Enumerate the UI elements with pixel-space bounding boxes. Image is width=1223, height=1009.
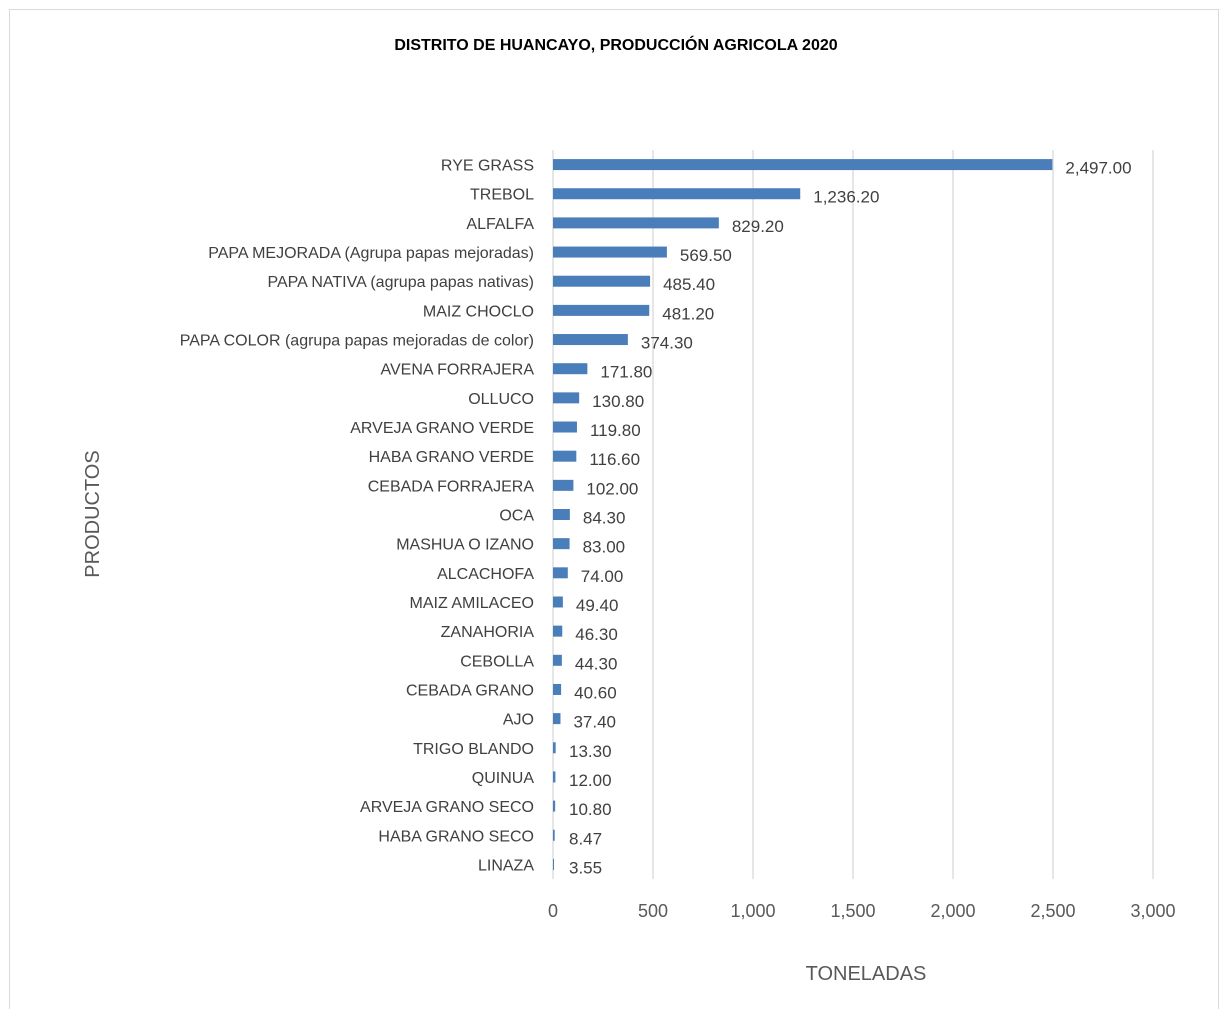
x-axis-ticks: 0 500 1,000 1,500 2,000 2,500 3,000 — [548, 901, 1176, 921]
bar — [553, 217, 719, 229]
value-label: 485.40 — [663, 275, 715, 294]
category-label: TRIGO BLANDO — [413, 741, 534, 758]
category-label: ZANAHORIA — [441, 624, 535, 641]
category-label: PAPA MEJORADA (Agrupa papas mejoradas) — [208, 245, 534, 262]
category-label: ALFALFA — [466, 216, 534, 233]
category-label: OCA — [499, 508, 534, 525]
category-label: MASHUA O IZANO — [396, 537, 534, 554]
bar — [553, 829, 555, 841]
bar — [553, 742, 556, 754]
chart-title: DISTRITO DE HUANCAYO, PRODUCCIÓN AGRICOL… — [394, 35, 837, 54]
category-label: HABA GRANO VERDE — [369, 449, 534, 466]
value-label: 13.30 — [569, 742, 612, 761]
bar — [553, 275, 651, 287]
category-label: AVENA FORRAJERA — [380, 362, 534, 379]
value-label: 171.80 — [600, 363, 652, 382]
bar — [553, 509, 570, 520]
category-label: CEBOLLA — [460, 653, 534, 670]
bar — [553, 246, 667, 258]
category-label: ARVEJA GRANO VERDE — [350, 420, 534, 437]
gridlines — [552, 150, 1154, 879]
category-label: AJO — [503, 712, 534, 729]
category-label: TREBOL — [470, 187, 534, 204]
category-label: PAPA NATIVA (agrupa papas nativas) — [267, 274, 534, 291]
y-axis-title: PRODUCTOS — [82, 450, 104, 577]
value-label: 102.00 — [586, 479, 638, 498]
x-tick-label: 500 — [638, 901, 668, 921]
category-label: RYE GRASS — [441, 158, 534, 175]
x-tick-label: 1,500 — [830, 901, 875, 921]
bar — [553, 596, 563, 608]
category-label: CEBADA FORRAJERA — [368, 478, 535, 495]
bars — [553, 159, 1053, 870]
value-label: 569.50 — [680, 246, 732, 265]
category-label: PAPA COLOR (agrupa papas mejoradas de co… — [180, 333, 534, 350]
bar — [553, 800, 556, 812]
category-label: QUINUA — [472, 770, 535, 787]
value-label: 1,236.20 — [813, 188, 879, 207]
value-label: 74.00 — [581, 567, 624, 586]
x-tick-label: 1,000 — [730, 901, 775, 921]
bar — [553, 304, 650, 316]
bar — [553, 188, 801, 200]
bar — [553, 334, 628, 346]
bar — [553, 450, 577, 462]
x-tick-label: 3,000 — [1130, 901, 1175, 921]
bar — [553, 421, 577, 433]
value-label: 44.30 — [575, 654, 618, 673]
bar — [553, 479, 574, 491]
category-label: MAIZ CHOCLO — [423, 303, 534, 320]
value-label: 374.30 — [641, 334, 693, 353]
value-label: 2,497.00 — [1065, 159, 1131, 178]
value-label: 46.30 — [575, 625, 618, 644]
value-label: 3.55 — [569, 858, 602, 877]
bar — [553, 771, 556, 783]
chart-frame — [9, 9, 1219, 1009]
bar — [553, 392, 580, 404]
bar — [553, 654, 562, 666]
category-label: OLLUCO — [468, 391, 534, 408]
bar — [553, 159, 1053, 171]
value-label: 116.60 — [589, 450, 640, 469]
value-label: 481.20 — [662, 304, 714, 323]
x-tick-label: 2,500 — [1030, 901, 1075, 921]
category-label: MAIZ AMILACEO — [410, 595, 534, 612]
x-tick-label: 0 — [548, 901, 558, 921]
value-label: 12.00 — [569, 771, 612, 790]
bar — [553, 625, 563, 637]
category-labels: RYE GRASS TREBOL ALFALFA PAPA MEJORADA (Agr… — [180, 158, 535, 875]
x-axis-title: TONELADAS — [806, 963, 927, 985]
value-label: 84.30 — [583, 509, 626, 528]
value-label: 8.47 — [569, 829, 602, 848]
bar — [553, 567, 568, 579]
bar — [553, 858, 554, 870]
x-tick-label: 2,000 — [930, 901, 975, 921]
category-label: ARVEJA GRANO SECO — [360, 799, 534, 816]
category-label: LINAZA — [478, 857, 534, 874]
value-label: 10.80 — [569, 800, 612, 819]
category-label: CEBADA GRANO — [406, 682, 534, 699]
bar — [553, 363, 588, 375]
value-label: 829.20 — [732, 217, 784, 236]
category-label: ALCACHOFA — [437, 566, 534, 583]
bar — [553, 538, 570, 550]
bar — [553, 683, 562, 695]
value-label: 37.40 — [573, 713, 616, 732]
category-label: HABA GRANO SECO — [378, 828, 534, 845]
value-label: 49.40 — [576, 596, 619, 615]
value-label: 83.00 — [583, 538, 626, 557]
value-label: 119.80 — [590, 421, 641, 440]
bar — [553, 713, 561, 725]
value-label: 130.80 — [592, 392, 644, 411]
value-label: 40.60 — [574, 683, 617, 702]
